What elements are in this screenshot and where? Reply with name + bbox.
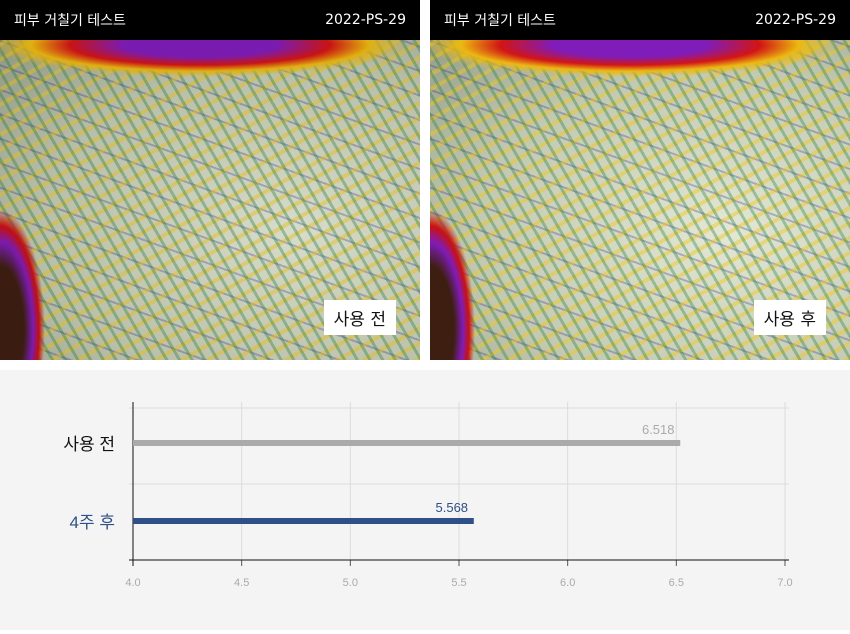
panel-header: 피부 거칠기 테스트 2022-PS-29 <box>430 0 850 40</box>
x-tick-label: 5.5 <box>451 577 466 589</box>
x-tick-label: 6.0 <box>560 577 575 589</box>
panel-header: 피부 거칠기 테스트 2022-PS-29 <box>0 0 420 40</box>
bar-before <box>133 440 681 446</box>
comparison-chart: 4.0 4.5 5.0 5.5 6.0 6.5 7.0 6.518 사용 전 5.568 4주 후 <box>0 370 850 630</box>
before-image-panel: 피부 거칠기 테스트 2022-PS-29 사용 전 <box>0 0 420 360</box>
bar-after <box>133 518 474 524</box>
after-image-panel: 피부 거칠기 테스트 2022-PS-29 사용 후 <box>430 0 850 360</box>
panel-code: 2022-PS-29 <box>755 12 836 28</box>
x-tick-label: 6.5 <box>669 577 684 589</box>
category-label: 사용 전 <box>63 435 115 454</box>
before-label: 사용 전 <box>323 300 396 335</box>
panel-title: 피부 거칠기 테스트 <box>14 13 126 29</box>
x-tick-label: 4.0 <box>125 577 140 589</box>
panel-code: 2022-PS-29 <box>325 12 406 28</box>
after-label: 사용 후 <box>753 300 826 335</box>
bar-chart-svg: 4.0 4.5 5.0 5.5 6.0 6.5 7.0 6.518 사용 전 5.568 4주 후 <box>63 402 793 589</box>
category-label: 4주 후 <box>70 513 115 532</box>
x-tick-label: 5.0 <box>343 577 358 589</box>
x-tick-label: 7.0 <box>777 577 792 589</box>
data-label: 6.518 <box>642 422 675 437</box>
x-tick-label: 4.5 <box>234 577 249 589</box>
data-label: 5.568 <box>436 500 469 515</box>
panel-title: 피부 거칠기 테스트 <box>444 13 556 29</box>
